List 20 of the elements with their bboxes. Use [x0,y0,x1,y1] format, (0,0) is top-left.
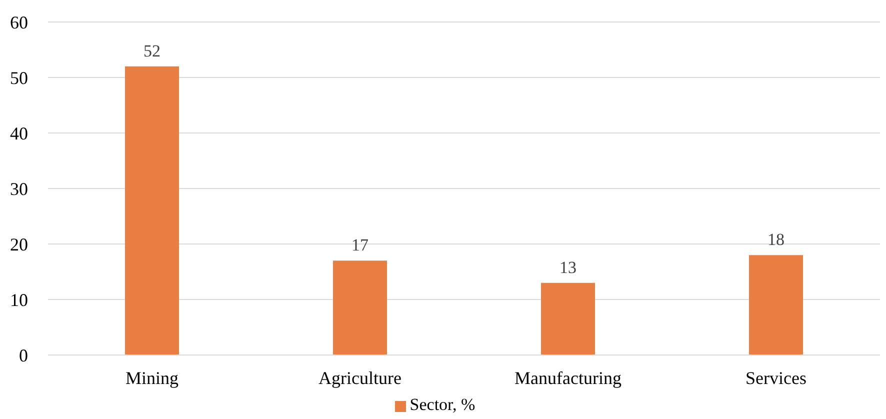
data-label: 13 [560,258,576,277]
bar [125,66,179,355]
y-tick-label: 50 [10,68,28,88]
bar [541,282,595,355]
y-tick-label: 40 [10,123,28,144]
x-tick-label: Mining [125,368,179,388]
data-label: 18 [768,230,784,250]
legend-label: Sector, % [410,395,476,414]
y-tick-label: 20 [10,234,28,254]
y-tick-label: 10 [10,290,28,310]
y-tick-label: 60 [10,12,28,32]
x-tick-label: Services [746,368,806,388]
bar [749,255,803,355]
x-tick-label: Agriculture [318,368,402,388]
x-tick-label: Manufacturing [514,368,622,388]
data-label: 17 [352,236,369,255]
bar [333,260,387,355]
y-tick-label: 0 [19,345,28,366]
y-tick-label: 30 [10,178,28,199]
data-label: 52 [144,41,160,60]
